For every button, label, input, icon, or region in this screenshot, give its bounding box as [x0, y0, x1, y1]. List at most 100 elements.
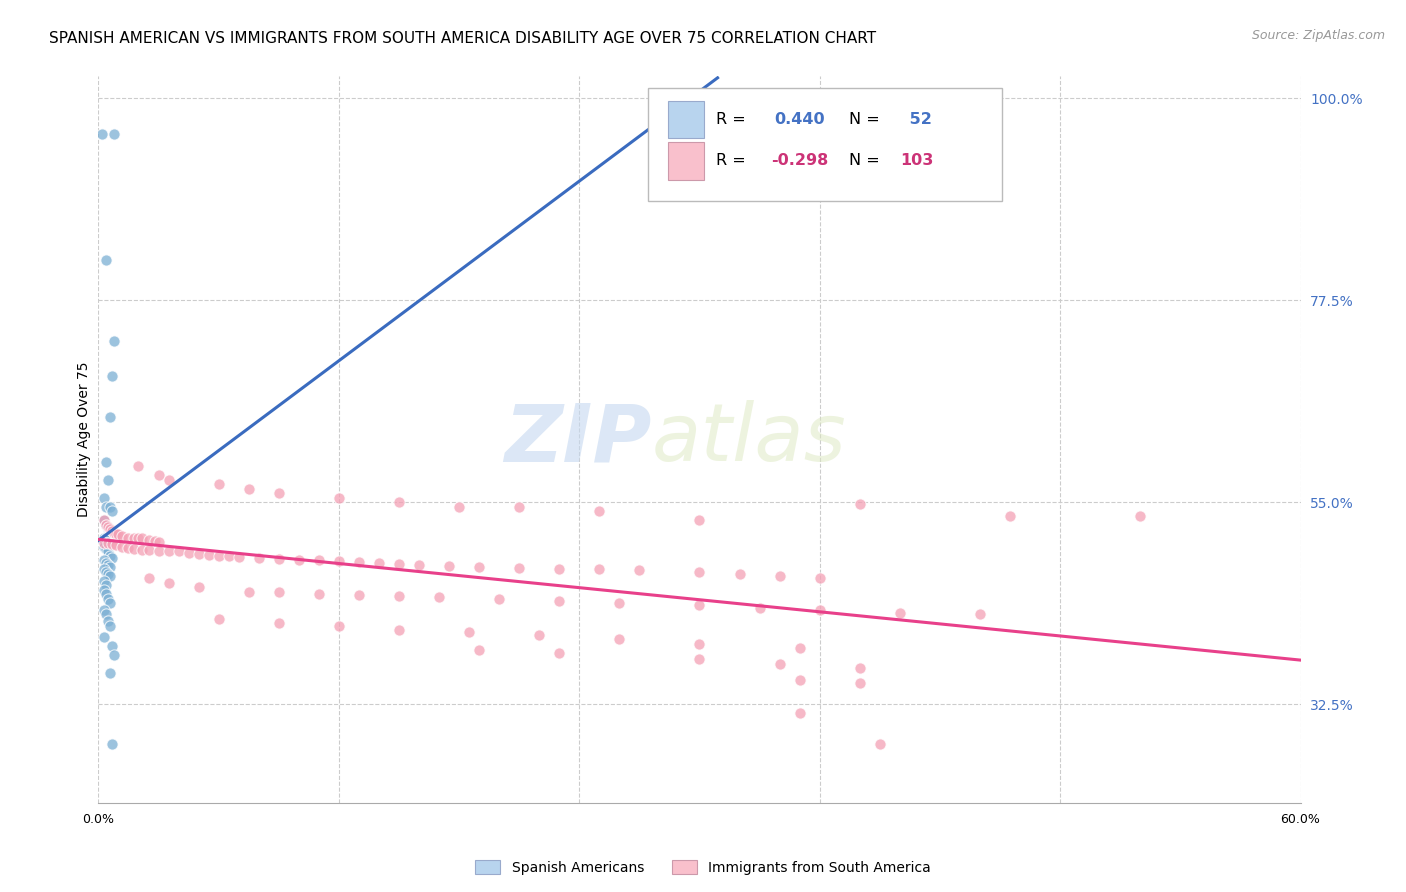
Point — [93, 491, 115, 505]
Point — [328, 554, 350, 568]
Point — [548, 561, 571, 575]
Point — [111, 529, 134, 543]
Point — [96, 556, 118, 570]
Point — [100, 526, 122, 541]
Point — [93, 513, 115, 527]
Point — [368, 556, 391, 570]
Point — [849, 661, 872, 675]
Point — [100, 522, 122, 536]
Point — [689, 637, 711, 651]
Point — [789, 673, 811, 687]
Y-axis label: Disability Age Over 75: Disability Age Over 75 — [77, 361, 91, 517]
Point — [458, 625, 481, 640]
Point — [97, 592, 120, 607]
Point — [529, 628, 551, 642]
Point — [101, 639, 124, 653]
Point — [101, 369, 124, 384]
Point — [347, 555, 370, 569]
Point — [998, 508, 1021, 523]
Point — [124, 541, 146, 556]
Point — [408, 558, 430, 572]
Point — [308, 587, 330, 601]
Point — [267, 616, 290, 631]
Point — [131, 542, 153, 557]
Point — [100, 665, 122, 680]
Point — [689, 513, 711, 527]
Point — [468, 559, 491, 574]
Point — [96, 587, 118, 601]
Point — [328, 619, 350, 633]
Text: N =: N = — [849, 112, 884, 127]
Point — [689, 565, 711, 579]
Point — [131, 531, 153, 545]
Point — [93, 583, 115, 598]
Point — [103, 648, 125, 662]
Point — [157, 575, 180, 590]
Text: 0.440: 0.440 — [775, 112, 825, 127]
Point — [100, 522, 122, 536]
Text: SPANISH AMERICAN VS IMMIGRANTS FROM SOUTH AMERICA DISABILITY AGE OVER 75 CORRELA: SPANISH AMERICAN VS IMMIGRANTS FROM SOUT… — [49, 31, 876, 46]
Point — [100, 500, 122, 514]
Point — [96, 455, 118, 469]
Point — [208, 549, 231, 563]
Text: -0.298: -0.298 — [772, 153, 830, 169]
Point — [508, 500, 530, 514]
Point — [588, 562, 610, 576]
Text: 103: 103 — [900, 153, 934, 169]
Point — [111, 540, 134, 554]
Point — [167, 544, 190, 558]
Point — [100, 409, 122, 424]
Point — [97, 531, 120, 545]
Point — [100, 559, 122, 574]
Point — [96, 565, 118, 579]
Point — [101, 524, 124, 538]
Point — [808, 570, 831, 584]
Point — [101, 550, 124, 565]
Point — [347, 588, 370, 602]
Point — [689, 599, 711, 613]
Point — [96, 541, 118, 556]
Point — [117, 531, 139, 545]
Point — [93, 535, 115, 549]
Point — [93, 535, 115, 549]
Point — [869, 738, 891, 752]
Text: 52: 52 — [904, 112, 932, 127]
Point — [488, 592, 510, 607]
Point — [138, 571, 160, 585]
Point — [96, 252, 118, 267]
Point — [138, 533, 160, 547]
Point — [96, 500, 118, 514]
Point — [157, 544, 180, 558]
Point — [103, 334, 125, 348]
Point — [128, 531, 150, 545]
Point — [93, 630, 115, 644]
Point — [447, 500, 470, 514]
Point — [97, 566, 120, 581]
Point — [91, 127, 114, 141]
Point — [93, 553, 115, 567]
Point — [208, 612, 231, 626]
Point — [468, 643, 491, 657]
Point — [247, 550, 270, 565]
Point — [103, 525, 125, 540]
Text: Source: ZipAtlas.com: Source: ZipAtlas.com — [1251, 29, 1385, 42]
Point — [388, 623, 411, 637]
Point — [849, 676, 872, 690]
Point — [148, 468, 170, 483]
Point — [508, 560, 530, 574]
Point — [437, 558, 460, 573]
Point — [388, 557, 411, 571]
Point — [97, 520, 120, 534]
Point — [96, 607, 118, 622]
Point — [769, 657, 792, 671]
Point — [789, 640, 811, 655]
Point — [388, 590, 411, 604]
Point — [97, 544, 120, 558]
Point — [187, 547, 209, 561]
Point — [101, 526, 124, 541]
Point — [218, 549, 240, 563]
Point — [107, 527, 129, 541]
Point — [849, 497, 872, 511]
Text: atlas: atlas — [651, 401, 846, 478]
Point — [100, 596, 122, 610]
